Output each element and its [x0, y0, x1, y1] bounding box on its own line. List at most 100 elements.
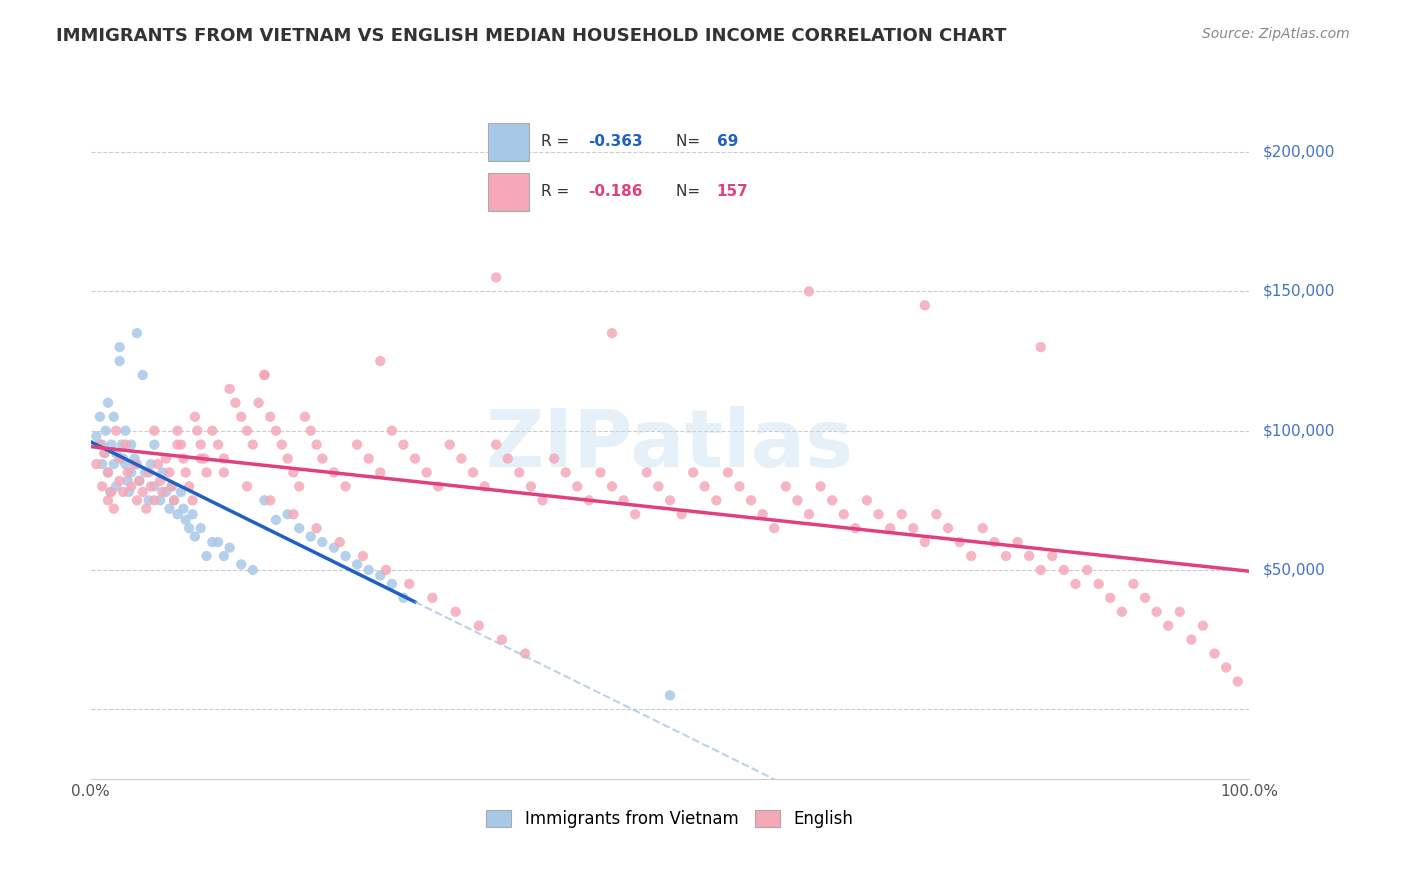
Point: [218, 382, 240, 396]
Point: [193, 451, 215, 466]
Point: [166, 508, 188, 522]
Point: [125, 493, 148, 508]
Point: [335, 549, 357, 563]
Point: [994, 549, 1017, 563]
Point: [103, 409, 125, 424]
Point: [138, 493, 160, 508]
Point: [751, 508, 773, 522]
Point: [704, 493, 727, 508]
Point: [174, 466, 197, 480]
Text: $50,000: $50,000: [1263, 563, 1326, 577]
Point: [177, 479, 200, 493]
Point: [181, 493, 204, 508]
Point: [890, 508, 912, 522]
Point: [914, 298, 936, 312]
Point: [1018, 549, 1040, 563]
Point: [163, 493, 186, 508]
Point: [299, 424, 322, 438]
Point: [775, 479, 797, 493]
Point: [108, 474, 131, 488]
Point: [810, 479, 832, 493]
Point: [117, 466, 139, 480]
Point: [439, 437, 461, 451]
Point: [1064, 577, 1087, 591]
Point: [305, 521, 328, 535]
Point: [259, 493, 281, 508]
Point: [236, 424, 259, 438]
Point: [270, 437, 292, 451]
Point: [172, 451, 194, 466]
Text: IMMIGRANTS FROM VIETNAM VS ENGLISH MEDIAN HOUSEHOLD INCOME CORRELATION CHART: IMMIGRANTS FROM VIETNAM VS ENGLISH MEDIA…: [56, 27, 1007, 45]
Point: [821, 493, 844, 508]
Point: [1087, 577, 1109, 591]
Point: [247, 396, 270, 410]
Point: [91, 457, 114, 471]
Point: [86, 457, 108, 471]
Point: [134, 466, 156, 480]
Point: [461, 466, 484, 480]
Point: [138, 466, 160, 480]
Point: [1226, 674, 1249, 689]
Point: [242, 563, 264, 577]
Point: [647, 479, 669, 493]
Point: [152, 485, 174, 500]
Point: [132, 368, 155, 382]
Point: [253, 493, 276, 508]
Point: [253, 368, 276, 382]
Point: [108, 451, 131, 466]
Point: [283, 466, 305, 480]
Point: [143, 493, 166, 508]
Point: [879, 521, 901, 535]
Point: [368, 568, 391, 582]
Point: [174, 513, 197, 527]
Point: [624, 508, 647, 522]
Point: [832, 508, 855, 522]
Point: [207, 535, 229, 549]
Point: [554, 466, 576, 480]
Point: [97, 466, 120, 480]
Point: [105, 479, 128, 493]
Point: [496, 451, 519, 466]
Point: [329, 535, 352, 549]
Point: [299, 530, 322, 544]
Point: [740, 493, 762, 508]
Point: [108, 340, 131, 354]
Point: [1204, 647, 1226, 661]
Point: [91, 437, 114, 451]
Point: [659, 689, 682, 703]
Point: [277, 508, 299, 522]
Point: [786, 493, 808, 508]
Point: [346, 558, 368, 572]
Point: [98, 485, 121, 500]
Point: [485, 437, 508, 451]
Point: [114, 437, 136, 451]
Point: [120, 479, 142, 493]
Point: [415, 466, 437, 480]
Point: [152, 466, 174, 480]
Text: Source: ZipAtlas.com: Source: ZipAtlas.com: [1202, 27, 1350, 41]
Point: [97, 396, 120, 410]
Point: [1180, 632, 1202, 647]
Point: [277, 451, 299, 466]
Text: $100,000: $100,000: [1263, 423, 1336, 438]
Point: [288, 479, 311, 493]
Point: [381, 424, 404, 438]
Point: [160, 479, 183, 493]
Point: [157, 466, 180, 480]
Point: [728, 479, 751, 493]
Point: [166, 424, 188, 438]
Point: [1157, 618, 1180, 632]
Point: [323, 541, 346, 555]
Point: [128, 474, 150, 488]
Point: [218, 541, 240, 555]
Point: [1099, 591, 1122, 605]
Point: [135, 501, 157, 516]
Point: [100, 437, 122, 451]
Point: [236, 479, 259, 493]
Point: [157, 501, 180, 516]
Point: [231, 558, 253, 572]
Point: [103, 457, 125, 471]
Point: [184, 409, 207, 424]
Point: [105, 424, 128, 438]
Point: [212, 466, 235, 480]
